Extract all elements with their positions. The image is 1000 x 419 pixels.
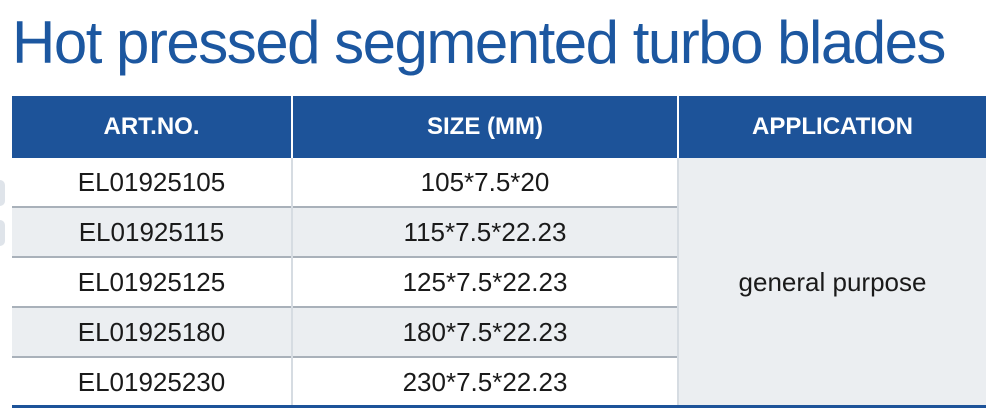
size-cell: 115*7.5*22.23 [291,206,678,257]
art-no-cell: EL01925230 [12,356,292,406]
art-no-cell: EL01925105 [12,158,292,207]
edge-decoration [0,220,5,246]
table-row: EL01925180 180*7.5*22.23 [12,306,986,357]
header-application: APPLICATION [677,96,986,158]
size-cell: 230*7.5*22.23 [291,356,678,406]
table-row: EL01925230 230*7.5*22.23 [12,356,986,406]
table-bottom-rule [12,405,986,408]
page-title: Hot pressed segmented turbo blades [12,9,946,76]
edge-decoration [0,180,5,206]
table-row: EL01925105 105*7.5*20 general purpose [12,158,986,406]
art-no-cell: EL01925180 [12,306,292,357]
size-cell: 105*7.5*20 [291,158,678,207]
art-no-cell: EL01925125 [12,256,292,307]
table-row: EL01925125 125*7.5*22.23 [12,256,986,307]
size-cell: 125*7.5*22.23 [291,256,678,307]
application-cell: general purpose [677,158,986,406]
art-no-cell: EL01925115 [12,206,292,257]
table-row: EL01925115 115*7.5*22.23 [12,206,986,257]
table-header-row: ART.NO. SIZE (MM) APPLICATION [12,96,986,158]
size-cell: 180*7.5*22.23 [291,306,678,357]
product-spec-table: ART.NO. SIZE (MM) APPLICATION EL01925105… [12,96,986,406]
header-art-no: ART.NO. [12,96,292,158]
header-size: SIZE (MM) [291,96,678,158]
